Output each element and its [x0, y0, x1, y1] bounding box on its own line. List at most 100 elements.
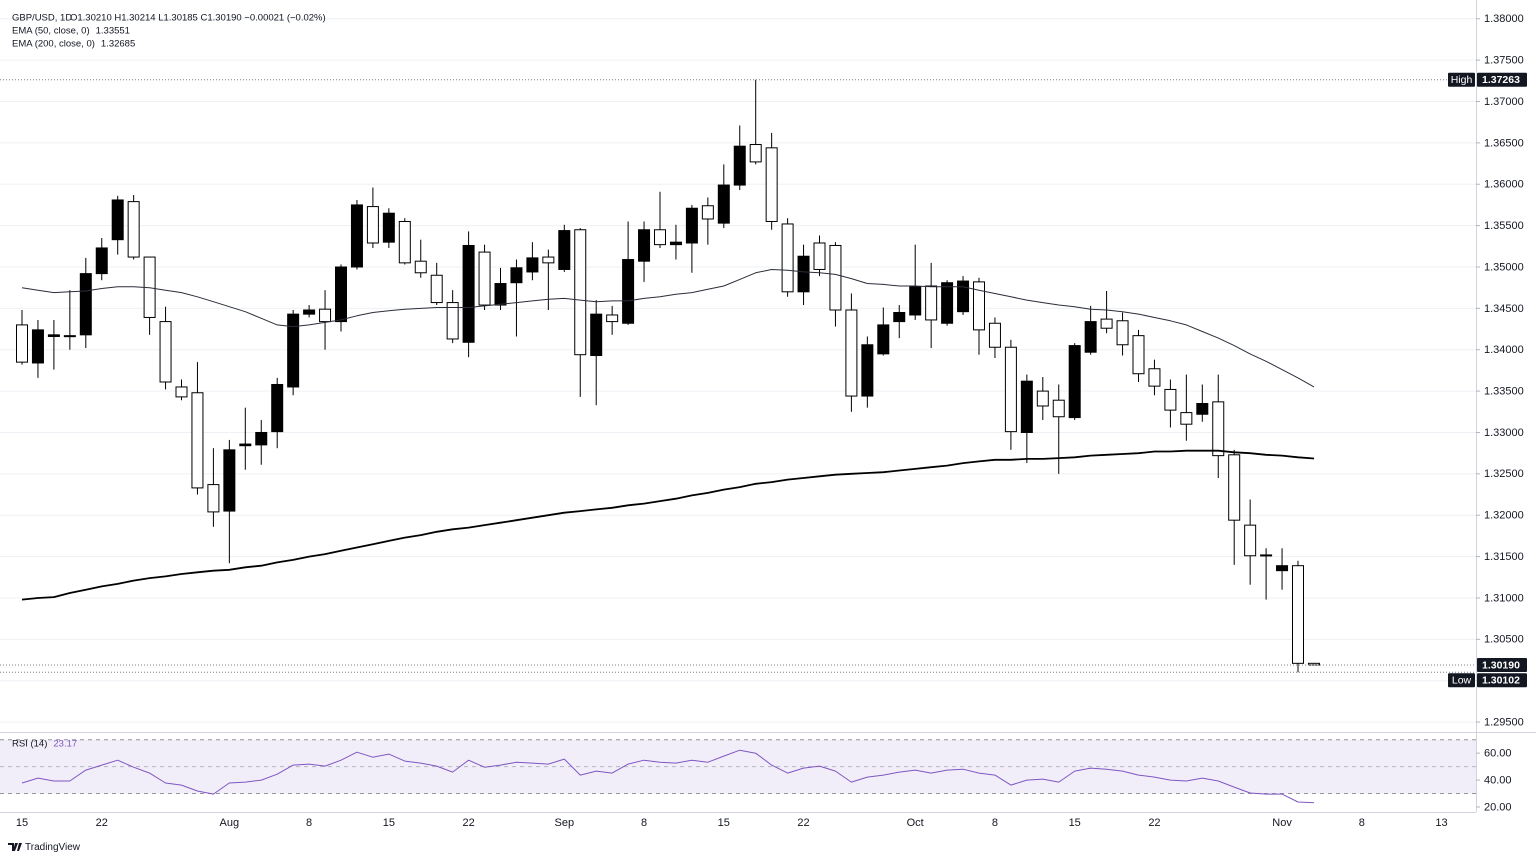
- candle-body: [829, 244, 842, 311]
- candle-body: [63, 335, 76, 338]
- candle-body: [638, 229, 651, 262]
- candle-body: [271, 383, 284, 433]
- candle-body: [303, 309, 316, 315]
- y-tick-label: 1.38000: [1484, 13, 1524, 25]
- candle-body: [1164, 388, 1177, 411]
- price-box: [1477, 72, 1527, 87]
- x-tick-label: 8: [641, 817, 647, 829]
- ema-line: [21, 269, 1315, 388]
- candle-body: [669, 241, 682, 246]
- legend-name: RSI (14): [12, 739, 47, 750]
- brand: TradingView: [25, 842, 81, 853]
- candle-body: [1036, 390, 1049, 407]
- candle-body: [111, 199, 124, 241]
- grid-layer: [0, 18, 1480, 808]
- y-tick-label: 1.31000: [1484, 592, 1524, 604]
- candle-body: [877, 324, 890, 355]
- price-box: [1477, 657, 1527, 672]
- x-tick-label: Sep: [555, 817, 575, 829]
- candle-body: [925, 285, 938, 321]
- y-tick-label: 1.33000: [1484, 427, 1524, 439]
- x-tick-label: 15: [718, 817, 730, 829]
- candle-body: [861, 344, 874, 397]
- candle-body: [542, 256, 555, 264]
- candle-body: [685, 207, 698, 244]
- candle-body: [319, 308, 332, 323]
- candle-body: [765, 147, 778, 222]
- candle-body: [797, 255, 810, 293]
- candle-body: [335, 266, 347, 323]
- y-tick-label: 1.37000: [1484, 96, 1524, 108]
- candle-body: [1228, 454, 1241, 521]
- candle-body: [1132, 335, 1145, 375]
- y-tick-label: 20.00: [1484, 801, 1512, 813]
- price-name-label: High: [1451, 74, 1473, 86]
- y-tick-label: 1.34500: [1484, 303, 1524, 315]
- candle-body: [973, 281, 985, 331]
- candle-body: [590, 313, 603, 357]
- candle-body: [510, 267, 523, 284]
- candle-body: [159, 321, 172, 383]
- candle-body: [909, 286, 922, 316]
- x-tick-label: 15: [16, 817, 28, 829]
- price-name-label: Low: [1452, 675, 1472, 687]
- candle-body: [893, 311, 906, 323]
- symbol-title: GBP/USD, 1D: [12, 13, 72, 24]
- candle-body: [1196, 403, 1209, 415]
- candle-body: [494, 283, 507, 306]
- legend-name: EMA (50, close, 0): [12, 26, 90, 37]
- candle-body: [350, 204, 363, 268]
- candle-body: [701, 205, 714, 220]
- candle-body: [1020, 380, 1033, 433]
- candle-body: [175, 386, 188, 398]
- candle-body: [574, 229, 587, 356]
- candle-body: [207, 484, 220, 513]
- candle-body: [781, 223, 794, 293]
- candle-body: [1260, 554, 1273, 557]
- candle-body: [606, 314, 619, 323]
- price-name-box: [1448, 72, 1475, 87]
- x-tick-label: 22: [96, 817, 108, 829]
- y-tick-label: 40.00: [1484, 774, 1512, 786]
- legend-name: EMA (200, close, 0): [12, 39, 95, 50]
- candle-body: [622, 259, 635, 324]
- x-tick-label: Nov: [1272, 817, 1292, 829]
- candle-body: [1148, 368, 1161, 387]
- candle-body: [1052, 399, 1065, 418]
- candle-body: [47, 334, 60, 337]
- x-tick-label: 22: [1148, 817, 1160, 829]
- candle-body: [239, 443, 252, 447]
- candle-body: [1084, 321, 1097, 353]
- x-tick-label: 8: [306, 817, 312, 829]
- y-tick-label: 1.29500: [1484, 716, 1524, 728]
- labels-layer: 15 22 Aug 8 15 22 Sep 8 15 22 Oct 8 15 22 Nov 8 13 1.3800…: [12, 13, 1527, 829]
- y-tick-label: 1.30500: [1484, 634, 1524, 646]
- y-tick-label: 60.00: [1484, 748, 1512, 760]
- candle-body: [478, 251, 491, 306]
- candle-body: [414, 260, 427, 274]
- y-tick-label: 1.35000: [1484, 261, 1524, 273]
- candle-body: [398, 220, 411, 264]
- marks-layer: [0, 79, 1476, 804]
- x-tick-label: 13: [1435, 817, 1447, 829]
- candle-body: [1307, 662, 1320, 666]
- price-box: [1477, 673, 1527, 688]
- y-tick-label: 1.32000: [1484, 510, 1524, 522]
- x-tick-label: 15: [1069, 817, 1081, 829]
- y-tick-label: 1.36000: [1484, 179, 1524, 191]
- candle-body: [813, 242, 826, 270]
- x-tick-label: Oct: [907, 817, 924, 829]
- candle-body: [733, 145, 746, 186]
- candle-body: [191, 392, 204, 489]
- candle-body: [255, 431, 268, 446]
- legend-value: 1.33551: [96, 26, 130, 37]
- candle-body: [526, 257, 539, 273]
- logo-icon: [8, 843, 22, 851]
- candle-body: [430, 274, 443, 304]
- candle-body: [1116, 320, 1129, 346]
- candle-body: [16, 324, 28, 363]
- candle-body: [127, 201, 140, 258]
- y-tick-label: 1.32500: [1484, 468, 1524, 480]
